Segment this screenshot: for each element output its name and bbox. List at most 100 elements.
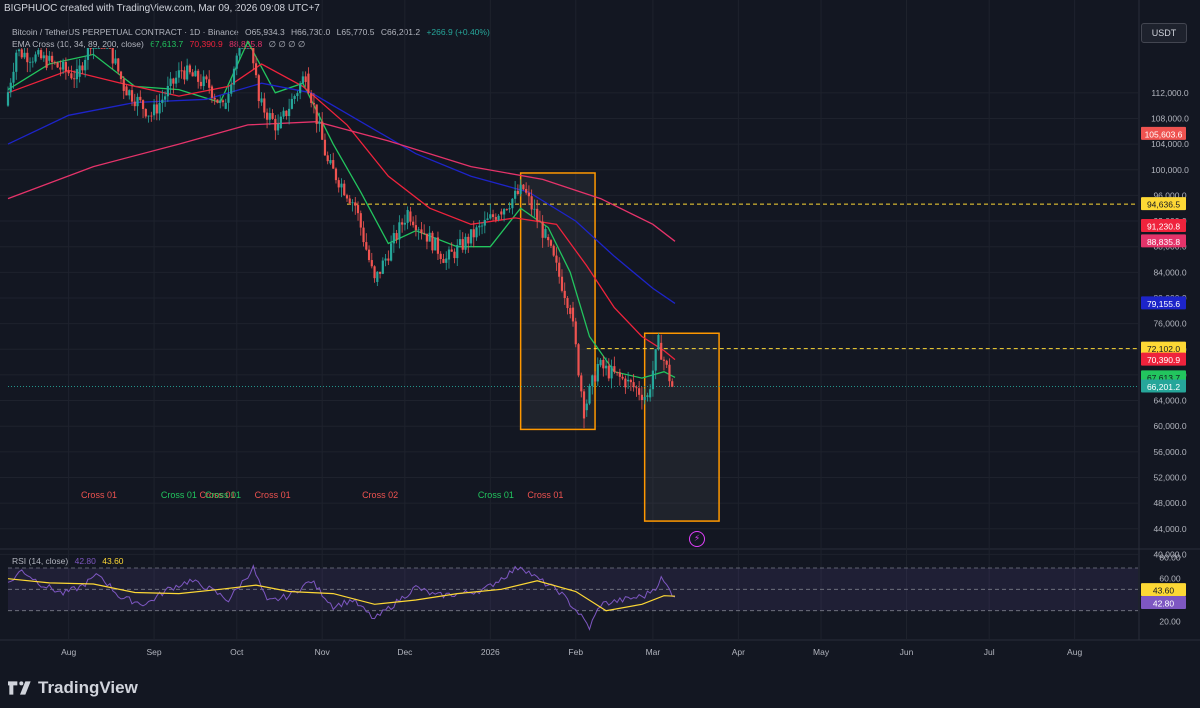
candle-body	[629, 379, 632, 383]
date-tick-label: Aug	[1067, 647, 1082, 657]
candle-body	[593, 375, 597, 382]
candle-body	[53, 61, 56, 63]
cross-annotation: Cross 02	[362, 490, 398, 500]
candle-body	[613, 366, 616, 372]
price-axis-label-bg	[1141, 126, 1186, 140]
ema-label[interactable]: EMA Cross (10, 34, 89, 200, close)	[12, 39, 144, 49]
rsi-tick-label: 60.00	[1159, 574, 1181, 584]
candle-body	[469, 229, 473, 244]
candle-body	[668, 364, 671, 382]
candle-body	[136, 96, 139, 107]
candle-body	[128, 90, 131, 96]
candle-body	[431, 232, 434, 251]
candle-body	[389, 243, 393, 261]
candle-body	[241, 48, 244, 49]
candle-body	[494, 217, 497, 220]
candle-body	[232, 68, 236, 85]
candle-body	[406, 209, 409, 223]
date-tick-label: Oct	[230, 647, 244, 657]
candle-body	[169, 78, 172, 87]
candle-body	[28, 61, 32, 63]
ohlc-open: O65,934.3	[244, 27, 285, 37]
candle-body	[125, 86, 128, 96]
candle-body	[12, 71, 15, 83]
candle-body	[436, 237, 440, 254]
candle-body	[92, 48, 95, 49]
candle-body	[177, 70, 180, 78]
candle-body	[401, 222, 404, 225]
candle-body	[70, 73, 73, 79]
candle-body	[384, 258, 387, 261]
candle-body	[42, 55, 45, 59]
candle-body	[412, 221, 415, 226]
candle-body	[334, 168, 338, 181]
candle-body	[183, 70, 186, 80]
candle-body	[340, 183, 343, 188]
rsi-line	[7, 564, 676, 631]
cross-annotation: Cross 01	[205, 490, 241, 500]
candle-body	[599, 359, 602, 366]
candle-body	[20, 49, 23, 58]
candle-body	[106, 48, 109, 49]
candle-body	[238, 48, 241, 56]
candle-body	[158, 103, 161, 114]
candle-body	[607, 365, 610, 379]
candle-body	[638, 388, 641, 395]
price-axis-label-bg	[1141, 296, 1186, 310]
candle-body	[260, 98, 263, 103]
candle-body	[370, 260, 373, 267]
candle-body	[651, 370, 655, 390]
rsi-axis-label: 43.60	[1153, 586, 1175, 596]
candle-body	[318, 121, 321, 125]
candle-body	[152, 104, 156, 116]
candle-body	[464, 236, 467, 250]
ohlc-high: H66,730.0	[291, 27, 331, 37]
symbol-title[interactable]: Bitcoin / TetherUS PERPETUAL CONTRACT · …	[12, 27, 239, 37]
candle-body	[67, 71, 70, 74]
symbol-legend: Bitcoin / TetherUS PERPETUAL CONTRACT · …	[12, 25, 494, 39]
candle-body	[15, 52, 18, 72]
candle-body	[414, 225, 418, 231]
candle-body	[293, 96, 296, 99]
candle-body	[86, 48, 90, 60]
candle-body	[604, 365, 608, 369]
candle-body	[301, 76, 305, 84]
candle-body	[588, 385, 591, 404]
candle-body	[591, 375, 594, 386]
candle-body	[654, 349, 657, 371]
price-axis-label: 72,102.0	[1147, 344, 1180, 354]
currency-button[interactable]: USDT	[1141, 23, 1187, 43]
candle-body	[97, 48, 101, 49]
ema-line	[7, 40, 676, 379]
candle-body	[354, 202, 357, 206]
candle-body	[566, 298, 569, 309]
candle-body	[290, 98, 293, 109]
candle-body	[461, 239, 464, 250]
candle-body	[480, 225, 484, 227]
candle-body	[602, 359, 605, 369]
ohlc-close: C66,201.2	[380, 27, 421, 37]
candle-body	[497, 215, 500, 220]
candle-body	[423, 232, 426, 234]
candle-body	[84, 59, 87, 71]
price-tick-label: 48,000.0	[1153, 498, 1186, 508]
date-tick-label: Aug	[61, 647, 76, 657]
candle-body	[64, 61, 67, 72]
flash-alert-icon[interactable]: ⚡	[689, 531, 705, 547]
candle-body	[478, 225, 481, 228]
candle-body	[398, 222, 401, 240]
candle-body	[155, 104, 158, 114]
candle-body	[456, 245, 459, 259]
candle-body	[166, 86, 169, 97]
candle-body	[252, 48, 255, 64]
rsi-label[interactable]: RSI (14, close)	[12, 556, 69, 566]
candle-body	[536, 208, 539, 221]
candle-body	[274, 118, 277, 131]
candle-body	[560, 276, 564, 291]
candle-body	[81, 65, 84, 71]
candle-body	[59, 67, 62, 70]
candle-body	[395, 233, 398, 240]
candle-body	[615, 371, 619, 373]
candle-body	[172, 78, 175, 84]
